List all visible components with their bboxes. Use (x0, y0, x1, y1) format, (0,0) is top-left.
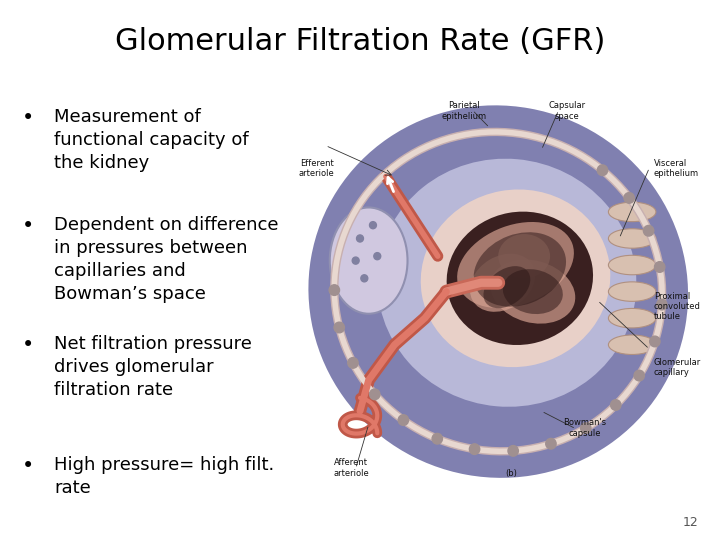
Ellipse shape (608, 255, 656, 275)
Text: •: • (22, 108, 34, 128)
Ellipse shape (608, 202, 656, 221)
Circle shape (657, 299, 667, 310)
Circle shape (369, 389, 380, 400)
Ellipse shape (446, 212, 593, 345)
Circle shape (369, 221, 377, 229)
Text: •: • (22, 216, 34, 236)
Circle shape (469, 444, 480, 455)
Text: Glomerular
capillary: Glomerular capillary (654, 358, 701, 377)
Circle shape (348, 357, 358, 368)
Text: Net filtration pressure
drives glomerular
filtration rate: Net filtration pressure drives glomerula… (54, 335, 252, 399)
Circle shape (432, 434, 443, 444)
Circle shape (352, 257, 359, 264)
Circle shape (644, 225, 654, 236)
Ellipse shape (608, 229, 656, 248)
Circle shape (508, 446, 518, 456)
Text: 12: 12 (683, 516, 698, 529)
Text: Glomerular Filtration Rate (GFR): Glomerular Filtration Rate (GFR) (114, 27, 606, 56)
Text: Proximal
convoluted
tubule: Proximal convoluted tubule (654, 292, 701, 321)
Text: Afferent
arteriole: Afferent arteriole (333, 458, 369, 477)
Circle shape (334, 322, 344, 333)
Circle shape (624, 193, 634, 203)
Text: Measurement of
functional capacity of
the kidney: Measurement of functional capacity of th… (54, 108, 248, 172)
Circle shape (654, 262, 665, 272)
Circle shape (329, 285, 340, 295)
Ellipse shape (470, 254, 535, 312)
Ellipse shape (608, 308, 656, 328)
Text: Capsular
space: Capsular space (549, 101, 586, 120)
Text: (b): (b) (505, 469, 517, 477)
Ellipse shape (608, 282, 656, 301)
Circle shape (598, 165, 608, 176)
Circle shape (649, 336, 660, 347)
Ellipse shape (490, 260, 575, 323)
Ellipse shape (503, 269, 563, 314)
Circle shape (356, 235, 364, 242)
Text: Dependent on difference
in pressures between
capillaries and
Bowman’s space: Dependent on difference in pressures bet… (54, 216, 279, 303)
Ellipse shape (308, 105, 688, 478)
Text: •: • (22, 335, 34, 355)
Ellipse shape (608, 335, 656, 354)
Text: Bowman's
capsule: Bowman's capsule (563, 418, 606, 438)
Text: Visceral
epithelium: Visceral epithelium (654, 159, 699, 178)
Ellipse shape (420, 190, 611, 367)
Text: Parietal
epithelium: Parietal epithelium (441, 101, 486, 120)
Circle shape (374, 253, 381, 260)
Circle shape (546, 438, 556, 449)
Circle shape (361, 275, 368, 282)
Ellipse shape (330, 207, 408, 314)
Ellipse shape (474, 232, 566, 307)
Circle shape (611, 400, 621, 410)
Ellipse shape (498, 234, 550, 278)
Ellipse shape (457, 222, 574, 308)
Circle shape (634, 370, 644, 381)
Ellipse shape (377, 159, 636, 407)
Circle shape (580, 423, 591, 434)
Text: •: • (22, 456, 34, 476)
Ellipse shape (483, 266, 531, 308)
Text: Efferent
arteriole: Efferent arteriole (299, 159, 335, 178)
Text: High pressure= high filt.
rate: High pressure= high filt. rate (54, 456, 274, 497)
Circle shape (398, 415, 408, 426)
